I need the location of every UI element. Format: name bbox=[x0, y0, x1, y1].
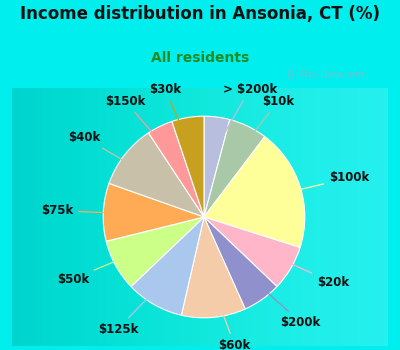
Wedge shape bbox=[204, 217, 300, 287]
Text: $100k: $100k bbox=[266, 172, 369, 197]
Wedge shape bbox=[204, 136, 305, 247]
Text: $200k: $200k bbox=[242, 270, 321, 329]
Wedge shape bbox=[106, 217, 204, 287]
Wedge shape bbox=[204, 116, 230, 217]
Text: $125k: $125k bbox=[98, 273, 171, 336]
Text: $30k: $30k bbox=[149, 83, 193, 153]
Text: $20k: $20k bbox=[260, 250, 349, 289]
Text: ⓘ  City-Data.com: ⓘ City-Data.com bbox=[288, 70, 364, 79]
Text: Income distribution in Ansonia, CT (%): Income distribution in Ansonia, CT (%) bbox=[20, 5, 380, 23]
Wedge shape bbox=[181, 217, 245, 318]
Text: $60k: $60k bbox=[211, 282, 251, 350]
Wedge shape bbox=[131, 217, 204, 315]
Wedge shape bbox=[103, 183, 204, 241]
Text: All residents: All residents bbox=[151, 51, 249, 65]
Text: $150k: $150k bbox=[105, 94, 175, 159]
Text: > $200k: > $200k bbox=[214, 83, 277, 153]
Text: $75k: $75k bbox=[41, 204, 139, 217]
Text: $40k: $40k bbox=[68, 131, 152, 177]
Text: $10k: $10k bbox=[233, 94, 295, 159]
Text: $50k: $50k bbox=[57, 248, 147, 286]
Wedge shape bbox=[109, 133, 204, 217]
Wedge shape bbox=[204, 217, 277, 309]
Wedge shape bbox=[148, 121, 204, 217]
Wedge shape bbox=[204, 120, 265, 217]
Wedge shape bbox=[172, 116, 204, 217]
